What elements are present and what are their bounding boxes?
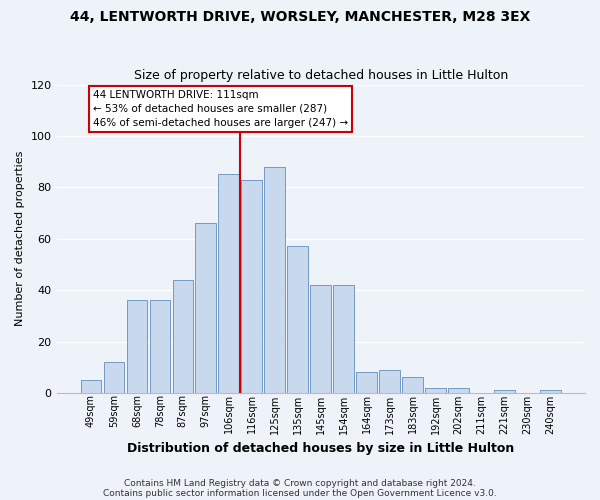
Bar [425,388,446,393]
Bar [196,224,216,393]
Bar [540,390,561,393]
Bar [287,246,308,393]
Bar [241,180,262,393]
Text: 44 LENTWORTH DRIVE: 111sqm
← 53% of detached houses are smaller (287)
46% of sem: 44 LENTWORTH DRIVE: 111sqm ← 53% of deta… [93,90,349,128]
Bar [80,380,101,393]
Bar [379,370,400,393]
Bar [403,378,423,393]
Bar [310,285,331,393]
Bar [334,285,354,393]
Bar [173,280,193,393]
Bar [448,388,469,393]
Bar [104,362,124,393]
Bar [356,372,377,393]
Bar [218,174,239,393]
Text: 44, LENTWORTH DRIVE, WORSLEY, MANCHESTER, M28 3EX: 44, LENTWORTH DRIVE, WORSLEY, MANCHESTER… [70,10,530,24]
Bar [149,300,170,393]
Bar [494,390,515,393]
Y-axis label: Number of detached properties: Number of detached properties [15,151,25,326]
Text: Contains HM Land Registry data © Crown copyright and database right 2024.: Contains HM Land Registry data © Crown c… [124,478,476,488]
Text: Contains public sector information licensed under the Open Government Licence v3: Contains public sector information licen… [103,488,497,498]
X-axis label: Distribution of detached houses by size in Little Hulton: Distribution of detached houses by size … [127,442,514,455]
Bar [265,167,285,393]
Title: Size of property relative to detached houses in Little Hulton: Size of property relative to detached ho… [134,69,508,82]
Bar [127,300,147,393]
